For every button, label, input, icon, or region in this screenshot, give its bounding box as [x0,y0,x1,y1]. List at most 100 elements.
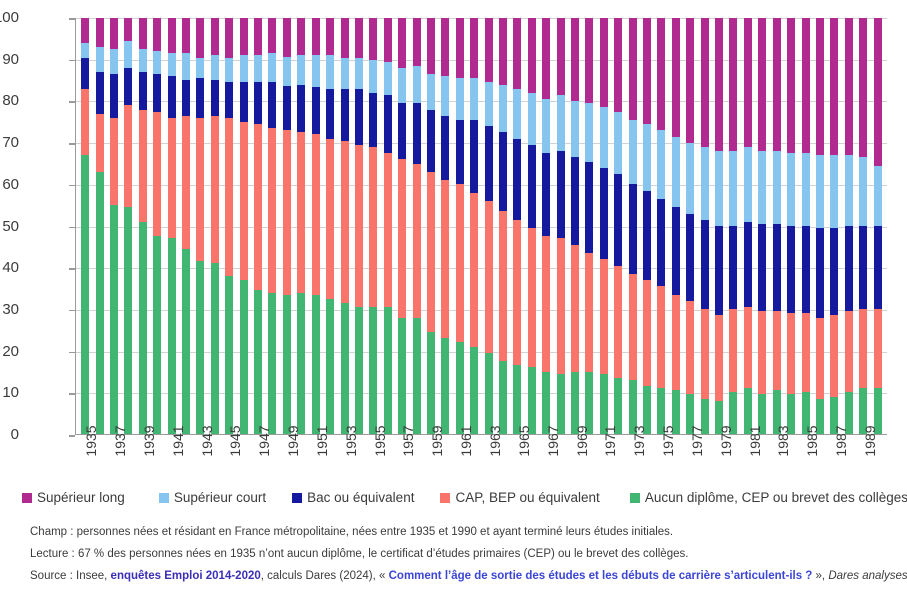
bar-column[interactable] [654,18,668,434]
bar-column[interactable] [208,18,222,434]
stacked-bar[interactable] [297,17,306,434]
stacked-bar[interactable] [700,18,709,434]
legend-item[interactable]: Aucun diplôme, CEP ou brevet des collège… [629,490,907,505]
stacked-bar[interactable] [830,18,839,434]
bar-column[interactable] [395,17,409,434]
bar-column[interactable] [597,18,611,434]
stacked-bar[interactable] [369,18,378,434]
stacked-bar[interactable] [729,18,738,434]
stacked-bar[interactable] [412,18,421,434]
bar-column[interactable] [265,18,279,434]
stacked-bar[interactable] [311,17,320,434]
bar-column[interactable] [107,18,121,434]
legend-item[interactable]: Supérieur long [22,490,125,505]
stacked-bar[interactable] [95,18,104,434]
stacked-bar[interactable] [354,18,363,434]
stacked-bar[interactable] [282,18,291,434]
bar-column[interactable] [150,17,164,434]
bar-column[interactable] [755,18,769,434]
stacked-bar[interactable] [254,17,263,434]
bar-column[interactable] [78,18,92,434]
bar-column[interactable] [870,18,884,434]
stacked-bar[interactable] [383,18,392,434]
bar-column[interactable] [842,18,856,434]
stacked-bar[interactable] [873,18,882,434]
bar-column[interactable] [582,18,596,434]
legend-item[interactable]: Bac ou équivalent [292,490,414,505]
stacked-bar[interactable] [210,18,219,434]
bar-column[interactable] [222,18,236,434]
bar-column[interactable] [770,18,784,434]
bar-column[interactable] [510,17,524,434]
stacked-bar[interactable] [743,18,752,434]
bar-column[interactable] [856,18,870,434]
stacked-bar[interactable] [225,18,234,434]
bar-column[interactable] [236,18,250,434]
stacked-bar[interactable] [787,18,796,434]
bar-column[interactable] [453,17,467,434]
bar-column[interactable] [625,18,639,434]
bar-column[interactable] [92,18,106,434]
bar-column[interactable] [438,18,452,434]
stacked-bar[interactable] [758,18,767,434]
stacked-bar[interactable] [527,18,536,434]
stacked-bar[interactable] [556,18,565,434]
bar-column[interactable] [323,17,337,434]
stacked-bar[interactable] [268,18,277,434]
bar-column[interactable] [136,17,150,434]
bar-column[interactable] [525,18,539,434]
bar-column[interactable] [669,18,683,434]
bar-column[interactable] [553,18,567,434]
bar-column[interactable] [697,18,711,434]
stacked-bar[interactable] [426,17,435,434]
bar-column[interactable] [409,18,423,434]
bar-column[interactable] [539,17,553,434]
bar-column[interactable] [121,18,135,434]
stacked-bar[interactable] [542,17,551,434]
stacked-bar[interactable] [81,18,90,434]
bar-column[interactable] [798,18,812,434]
bar-column[interactable] [309,17,323,434]
bar-column[interactable] [280,18,294,434]
stacked-bar[interactable] [643,18,652,434]
stacked-bar[interactable] [398,17,407,434]
stacked-bar[interactable] [772,18,781,434]
legend-item[interactable]: CAP, BEP ou équivalent [440,490,600,505]
stacked-bar[interactable] [182,18,191,434]
bar-column[interactable] [352,18,366,434]
bar-column[interactable] [337,18,351,434]
bar-column[interactable] [164,18,178,434]
bar-column[interactable] [294,17,308,434]
stacked-bar[interactable] [657,18,666,434]
stacked-bar[interactable] [340,18,349,434]
stacked-bar[interactable] [110,18,119,434]
stacked-bar[interactable] [585,18,594,434]
stacked-bar[interactable] [124,18,133,434]
bar-column[interactable] [813,17,827,434]
source-link-dares-analyses[interactable]: Comment l’âge de sortie des études et le… [388,570,813,583]
bar-column[interactable] [726,18,740,434]
stacked-bar[interactable] [167,18,176,434]
bar-column[interactable] [251,17,265,434]
stacked-bar[interactable] [498,18,507,434]
bar-column[interactable] [568,18,582,434]
stacked-bar[interactable] [239,18,248,434]
bar-column[interactable] [712,18,726,434]
stacked-bar[interactable] [715,18,724,434]
stacked-bar[interactable] [614,17,623,434]
bar-column[interactable] [683,18,697,434]
source-link-enquetes-emploi[interactable]: enquêtes Emploi 2014-2020 [110,570,261,583]
bar-column[interactable] [424,17,438,434]
stacked-bar[interactable] [455,17,464,434]
stacked-bar[interactable] [844,18,853,434]
bar-column[interactable] [366,18,380,434]
stacked-bar[interactable] [686,18,695,434]
bar-column[interactable] [784,18,798,434]
bar-column[interactable] [640,18,654,434]
bar-column[interactable] [381,18,395,434]
stacked-bar[interactable] [599,18,608,434]
stacked-bar[interactable] [801,18,810,434]
bar-column[interactable] [741,18,755,434]
stacked-bar[interactable] [441,18,450,434]
stacked-bar[interactable] [671,18,680,434]
